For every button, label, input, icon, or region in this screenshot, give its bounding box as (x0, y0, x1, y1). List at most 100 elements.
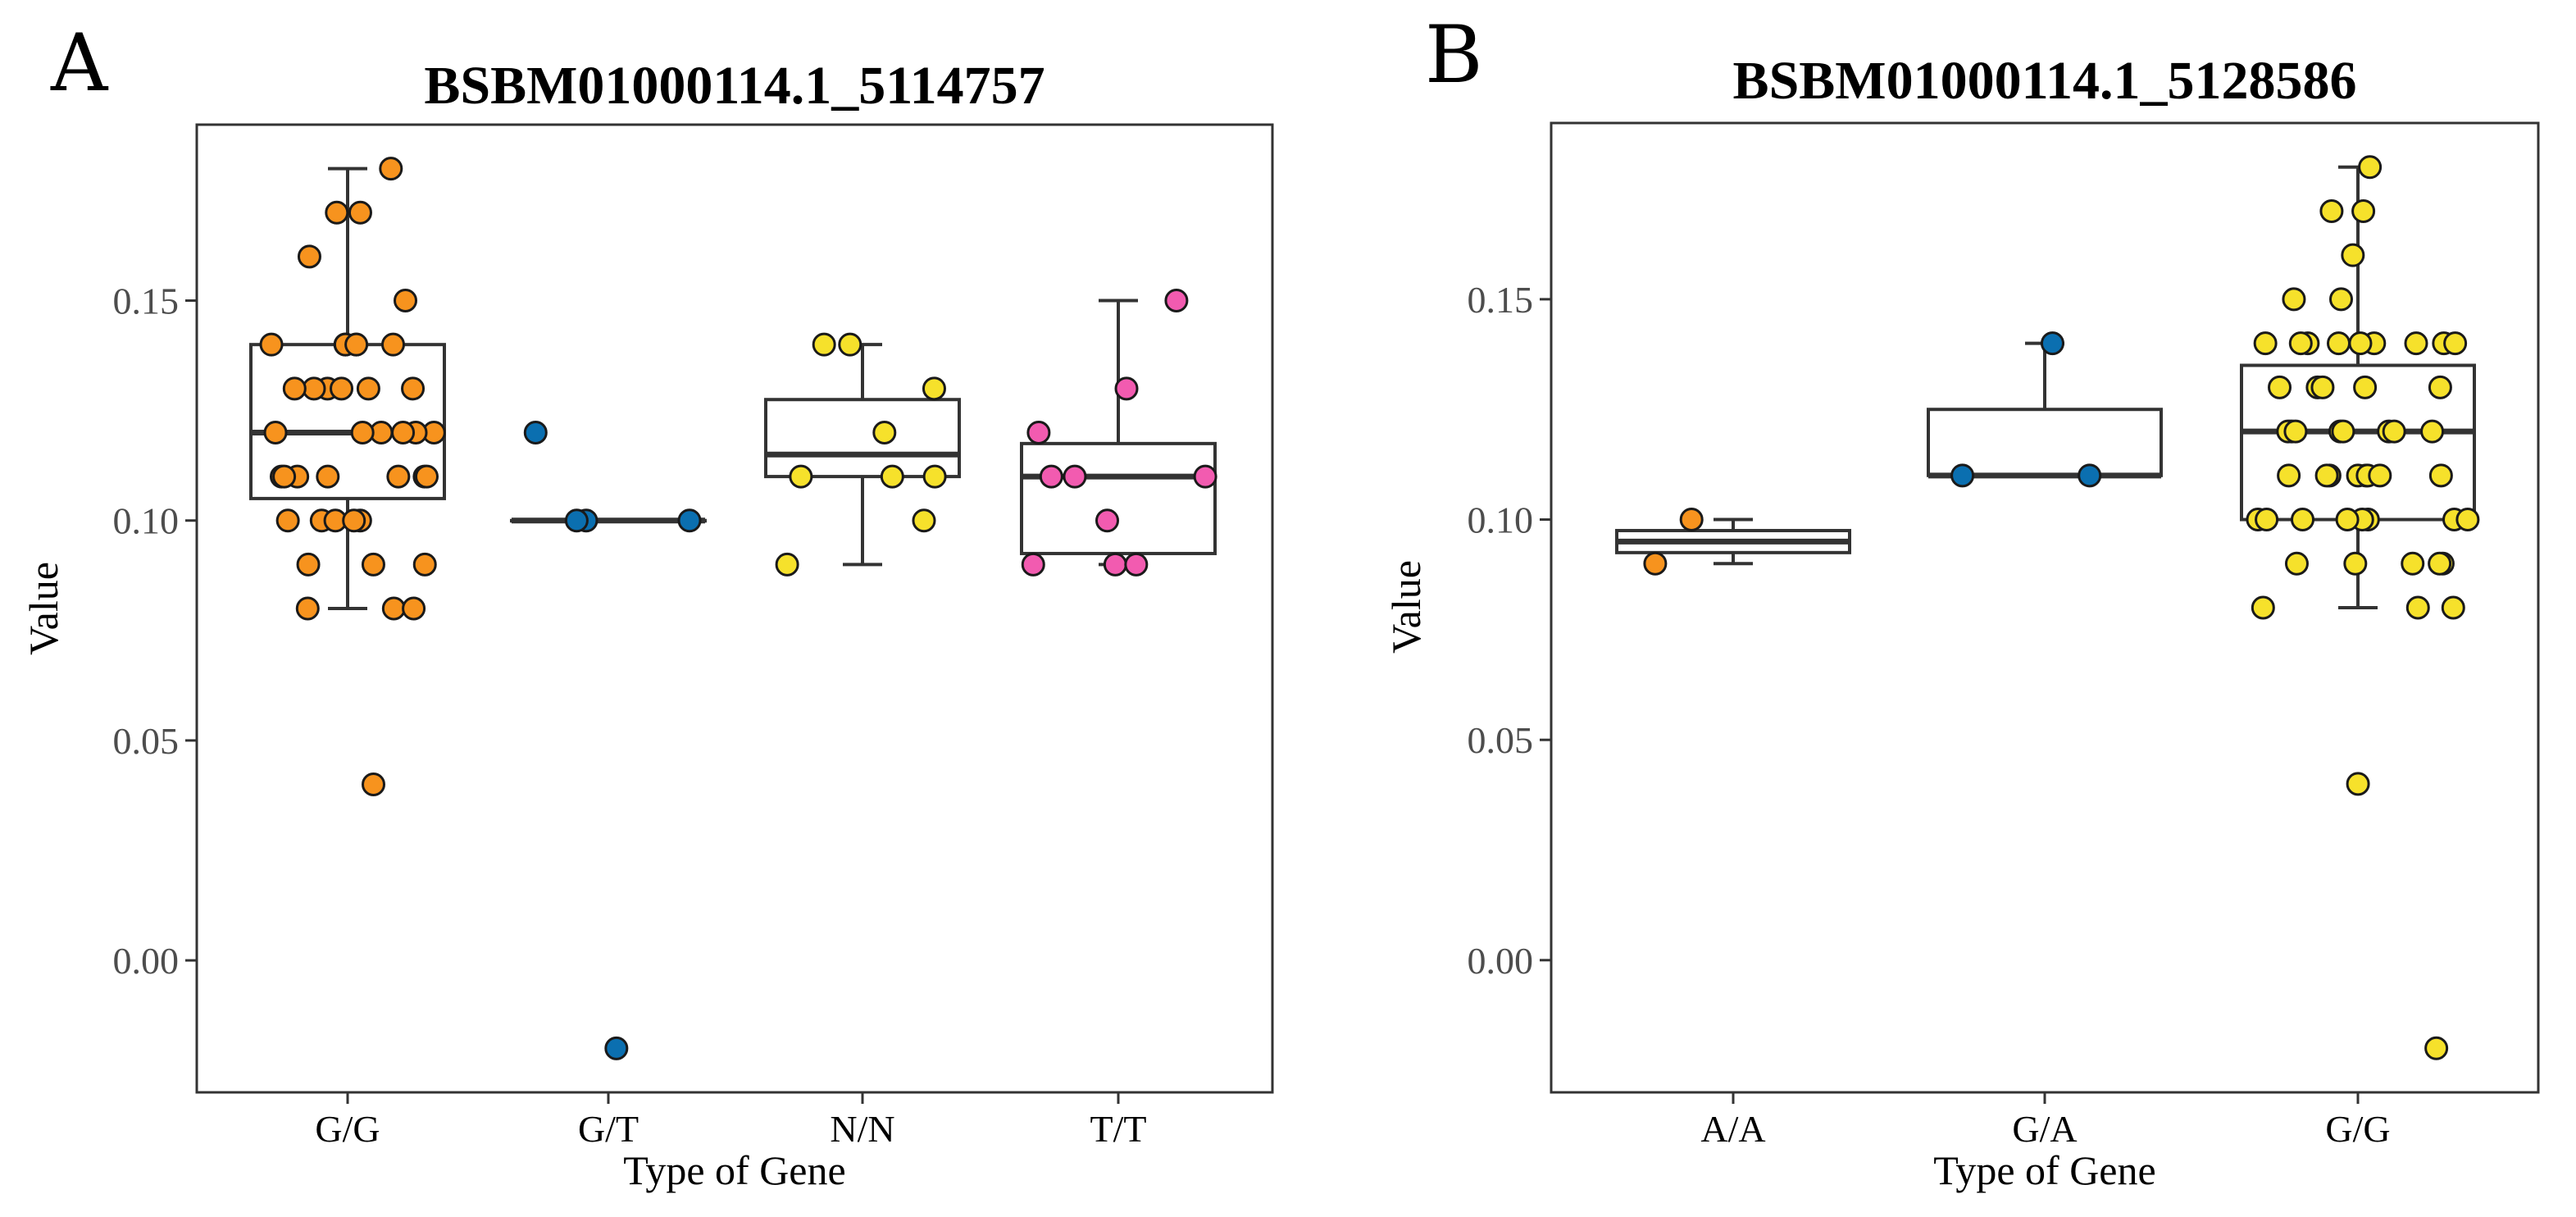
data-point (564, 508, 589, 533)
data-point (2078, 463, 2102, 488)
data-point (1039, 464, 1063, 489)
data-point (362, 773, 386, 797)
data-point (775, 552, 799, 577)
x-tick-label: G/T (578, 1108, 639, 1150)
x-tick-label: T/T (1090, 1108, 1147, 1150)
y-tick-label: 0.15 (1468, 279, 1534, 321)
panel-b-letter: B (1425, 9, 1483, 101)
panel-a-y-axis-label: Value (20, 562, 66, 655)
data-point (872, 420, 897, 444)
data-point (1164, 289, 1189, 313)
data-point (2040, 331, 2064, 356)
data-point (2319, 198, 2344, 223)
data-point (2428, 375, 2452, 399)
y-tick-label: 0.05 (113, 720, 180, 762)
data-point (379, 157, 403, 181)
data-point (2331, 419, 2355, 444)
data-point (348, 200, 372, 225)
data-point (297, 244, 321, 269)
data-point (2443, 331, 2468, 356)
data-point (1063, 464, 1087, 489)
data-point (401, 376, 426, 401)
data-point (263, 420, 288, 444)
data-point (2428, 551, 2452, 576)
data-point (1021, 552, 1045, 577)
data-point (2310, 375, 2335, 399)
data-point (2268, 375, 2292, 399)
data-point (275, 508, 300, 533)
data-point (912, 508, 936, 533)
x-tick-label: G/G (2325, 1108, 2390, 1150)
data-point (2405, 595, 2430, 620)
data-point (386, 464, 411, 489)
data-point (2441, 595, 2465, 620)
panel-a-letter: A (50, 17, 109, 109)
panel-b-x-axis-label: Type of Gene (1933, 1147, 2155, 1193)
data-point (812, 332, 836, 357)
data-point (2251, 595, 2275, 620)
data-point (2401, 551, 2425, 576)
panel-a: A BSBM01000114.1_5114757 Value Type of G… (20, 17, 1274, 1193)
data-point (2329, 287, 2354, 312)
data-point (880, 464, 904, 489)
data-point (2335, 508, 2360, 532)
data-point (361, 552, 385, 577)
data-point (1679, 508, 1704, 532)
data-point (1643, 551, 1668, 576)
data-point (394, 289, 418, 313)
data-point (414, 464, 439, 489)
data-point (2343, 551, 2368, 576)
data-point (922, 464, 947, 489)
data-point (2314, 463, 2339, 488)
data-point (330, 376, 354, 401)
data-point (2282, 287, 2306, 312)
panel-b-title: BSBM01000114.1_5128586 (1733, 51, 2357, 111)
data-point (2277, 463, 2301, 488)
data-point (2404, 331, 2428, 356)
y-tick-label: 0.00 (1468, 940, 1534, 982)
data-point (604, 1036, 629, 1060)
data-point (342, 508, 366, 533)
data-point (302, 376, 326, 401)
data-point (2353, 375, 2378, 399)
data-point (402, 596, 426, 621)
data-point (2255, 508, 2279, 532)
y-tick-label: 0.15 (113, 280, 180, 322)
x-tick-label: G/G (315, 1108, 380, 1150)
y-tick-label: 0.10 (113, 500, 180, 542)
data-point (2351, 198, 2376, 223)
data-point (272, 464, 297, 489)
data-point (523, 420, 548, 444)
data-point (2348, 331, 2373, 356)
data-point (295, 596, 320, 621)
data-point (789, 464, 813, 489)
data-point (344, 332, 369, 357)
data-point (296, 552, 321, 577)
data-point (381, 332, 406, 357)
data-point (838, 332, 862, 357)
panel-a-plot-frame (195, 123, 1274, 1094)
data-point (1114, 376, 1139, 401)
data-point (1950, 463, 1975, 488)
data-point (325, 200, 349, 225)
panel-b-marks: 0.00 0.05 0.10 0.15 A/A G/A G/G (1468, 155, 2480, 1150)
data-point (1193, 464, 1217, 489)
data-point (2288, 331, 2313, 356)
y-tick-label: 0.05 (1468, 719, 1534, 761)
data-point (2368, 463, 2392, 488)
data-point (259, 332, 284, 357)
data-point (1103, 552, 1127, 577)
data-point (316, 464, 340, 489)
data-point (2420, 419, 2445, 444)
panel-b: B BSBM01000114.1_5128586 Value Type of G… (1383, 9, 2540, 1193)
box-iqr (764, 398, 961, 479)
data-point (2455, 508, 2480, 532)
data-point (391, 420, 416, 444)
data-point (2358, 155, 2383, 180)
data-point (2346, 772, 2370, 796)
panel-a-marks: 0.00 0.05 0.10 0.15 G/G G/T N/N T/T (113, 157, 1217, 1150)
data-point (2327, 331, 2351, 356)
data-point (677, 508, 702, 533)
data-point (2253, 331, 2278, 356)
y-tick-label: 0.10 (1468, 499, 1534, 541)
